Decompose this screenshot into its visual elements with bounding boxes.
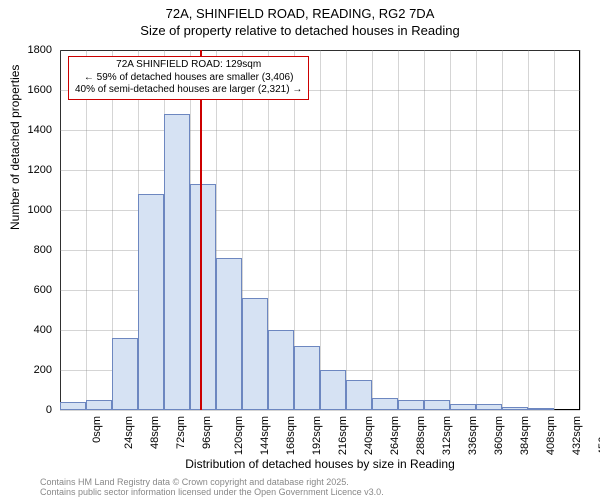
chart-subtitle: Size of property relative to detached ho…: [0, 23, 600, 40]
histogram-bar: [112, 338, 138, 410]
histogram-bar: [346, 380, 372, 410]
x-axis-title: Distribution of detached houses by size …: [60, 457, 580, 471]
histogram-bar: [424, 400, 450, 410]
x-tick-label: 120sqm: [233, 416, 245, 455]
y-tick-label: 200: [34, 364, 52, 376]
x-tick-label: 360sqm: [493, 416, 505, 455]
y-tick-label: 1000: [28, 204, 52, 216]
marker-line: [200, 50, 202, 410]
footer-attribution: Contains HM Land Registry data © Crown c…: [40, 478, 384, 498]
x-tick-label: 264sqm: [389, 416, 401, 455]
gridline-v: [476, 50, 477, 410]
histogram-bar: [138, 194, 164, 410]
histogram-bar: [320, 370, 346, 410]
chart-title: 72A, SHINFIELD ROAD, READING, RG2 7DA: [0, 6, 600, 23]
y-tick-label: 1600: [28, 84, 52, 96]
footer-line2: Contains public sector information licen…: [40, 488, 384, 498]
x-tick-label: 336sqm: [467, 416, 479, 455]
gridline-v: [86, 50, 87, 410]
gridline-v: [528, 50, 529, 410]
y-tick-label: 1400: [28, 124, 52, 136]
x-tick-label: 408sqm: [545, 416, 557, 455]
y-tick-label: 800: [34, 244, 52, 256]
gridline-v: [502, 50, 503, 410]
y-tick-label: 0: [46, 404, 52, 416]
x-tick-label: 48sqm: [149, 416, 161, 449]
x-tick-label: 432sqm: [571, 416, 583, 455]
annotation-line: 72A SHINFIELD ROAD: 129sqm: [75, 59, 302, 72]
x-tick-label: 216sqm: [337, 416, 349, 455]
x-tick-label: 72sqm: [175, 416, 187, 449]
y-tick-label: 1200: [28, 164, 52, 176]
x-tick-label: 168sqm: [285, 416, 297, 455]
gridline-v: [450, 50, 451, 410]
y-tick-label: 600: [34, 284, 52, 296]
histogram-bar: [372, 398, 398, 410]
x-tick-label: 24sqm: [123, 416, 135, 449]
gridline-v: [346, 50, 347, 410]
plot-area: 72A SHINFIELD ROAD: 129sqm← 59% of detac…: [60, 50, 580, 410]
y-tick-label: 400: [34, 324, 52, 336]
gridline-v: [580, 50, 581, 410]
x-tick-label: 312sqm: [441, 416, 453, 455]
gridline-v: [424, 50, 425, 410]
x-tick-label: 288sqm: [415, 416, 427, 455]
histogram-bar: [268, 330, 294, 410]
x-tick-label: 192sqm: [311, 416, 323, 455]
annotation-box: 72A SHINFIELD ROAD: 129sqm← 59% of detac…: [68, 56, 309, 100]
gridline-v: [554, 50, 555, 410]
x-tick-label: 384sqm: [519, 416, 531, 455]
gridline-v: [372, 50, 373, 410]
histogram-bar: [242, 298, 268, 410]
x-tick-label: 0sqm: [91, 416, 103, 443]
gridline-v: [320, 50, 321, 410]
y-axis: 020040060080010001200140016001800: [0, 50, 56, 410]
y-tick-label: 1800: [28, 44, 52, 56]
histogram-bar: [164, 114, 190, 410]
histogram-bar: [60, 402, 86, 410]
histogram-bar: [216, 258, 242, 410]
gridline-v: [398, 50, 399, 410]
x-axis: 0sqm 24sqm 48sqm 72sqm 96sqm 120sqm 144sqm 168s…: [60, 410, 580, 460]
histogram-bar: [294, 346, 320, 410]
annotation-line: 40% of semi-detached houses are larger (…: [75, 84, 302, 97]
x-tick-label: 240sqm: [363, 416, 375, 455]
histogram-bar: [190, 184, 216, 410]
histogram-bar: [86, 400, 112, 410]
annotation-line: ← 59% of detached houses are smaller (3,…: [75, 72, 302, 85]
histogram-bar: [398, 400, 424, 410]
x-tick-label: 96sqm: [201, 416, 213, 449]
x-tick-label: 144sqm: [259, 416, 271, 455]
gridline-v: [60, 50, 61, 410]
